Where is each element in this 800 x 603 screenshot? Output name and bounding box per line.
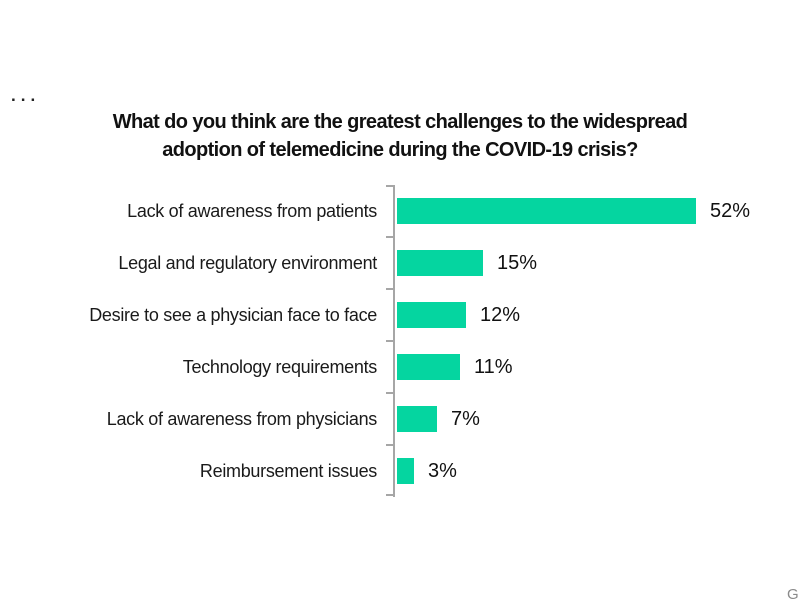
chart-row: Reimbursement issues 3% [0,445,800,497]
axis-tick-mark [386,236,393,238]
chart-title: What do you think are the greatest chall… [40,108,760,164]
category-label: Reimbursement issues [199,460,377,481]
bar [397,302,466,328]
category-label: Lack of awareness from patients [127,200,377,221]
value-label: 11% [474,355,513,378]
y-axis-line [393,185,395,497]
chart-row: Lack of awareness from physicians 7% [0,393,800,445]
corner-partial-text: G [787,586,799,603]
bar [397,458,414,484]
axis-tick-mark [386,185,393,187]
chart-title-line-2: adoption of telemedicine during the COVI… [162,139,638,161]
axis-tick-mark [386,288,393,290]
chart-row: Lack of awareness from patients 52% [0,185,800,237]
bar [397,198,696,224]
chart-title-line-1: What do you think are the greatest chall… [112,111,688,133]
axis-tick-mark [386,340,393,342]
value-label: 15% [497,251,538,274]
bar [397,406,437,432]
axis-tick-mark [386,494,393,496]
bar [397,250,483,276]
chart-row: Technology requirements 11% [0,341,800,393]
category-label: Legal and regulatory environment [118,252,377,273]
category-label: Technology requirements [182,356,378,377]
value-label: 3% [428,459,457,482]
axis-tick-mark [386,392,393,394]
value-label: 7% [451,407,480,430]
chart-row: Legal and regulatory environment 15% [0,237,800,289]
placeholder-ellipsis: ... [11,86,41,105]
category-label: Desire to see a physician face to face [89,304,377,325]
bar [397,354,460,380]
axis-tick-mark [386,444,393,446]
chart-row: Desire to see a physician face to face 12… [0,289,800,341]
value-label: 52% [710,199,751,222]
category-label: Lack of awareness from physicians [106,408,378,429]
value-label: 12% [480,303,521,326]
bar-chart: Lack of awareness from patients 52% Legal … [0,185,800,497]
